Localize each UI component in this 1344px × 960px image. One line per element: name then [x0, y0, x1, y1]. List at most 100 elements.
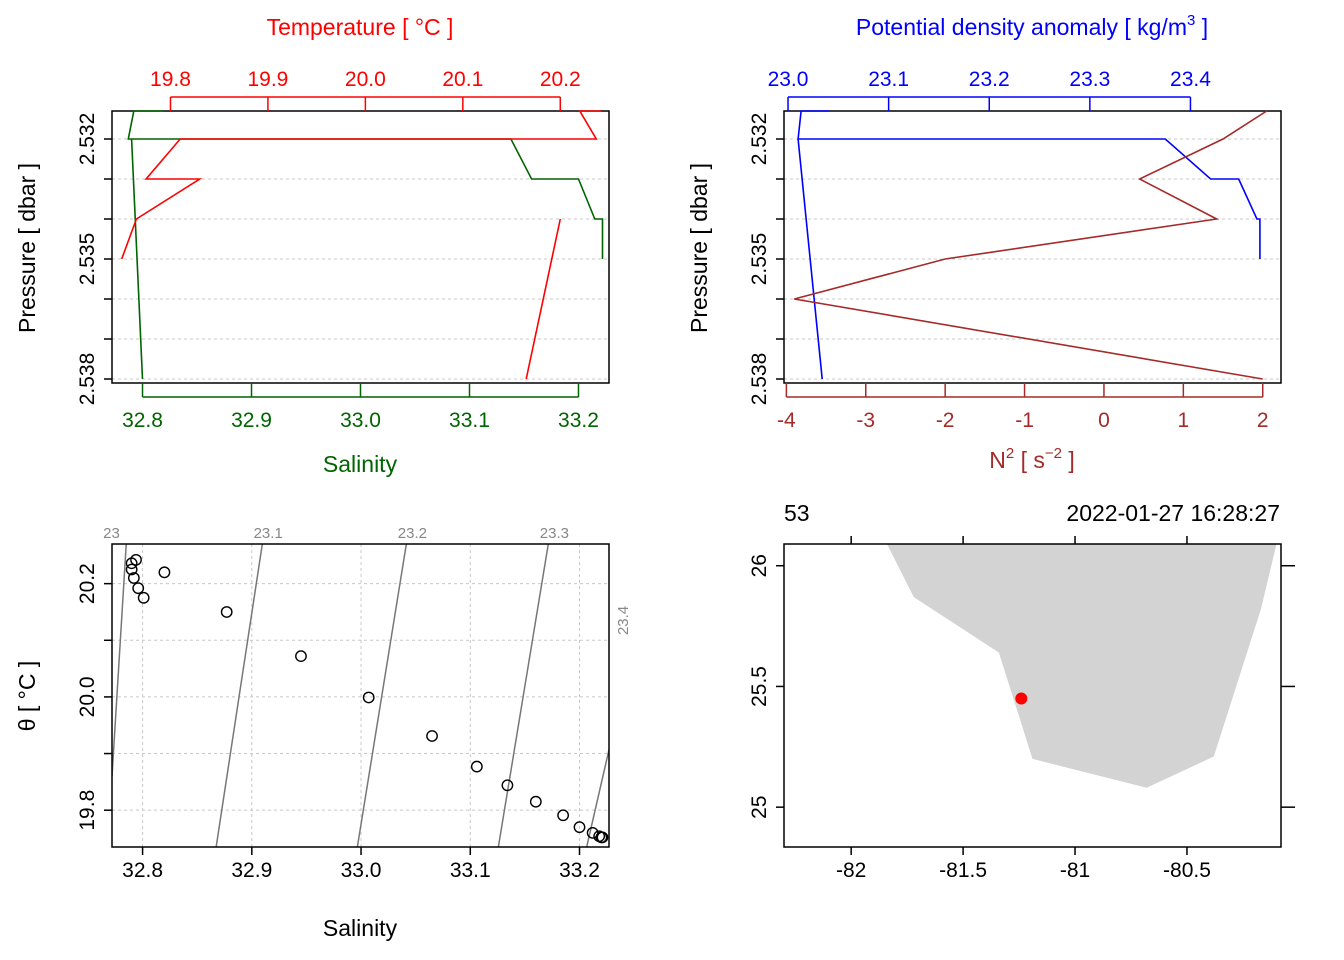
bottom-axis-tick-label: 32.8	[122, 409, 163, 432]
x-tick-label: 33.0	[341, 859, 382, 882]
temperature-axis-title: Temperature [ °C ]	[267, 14, 454, 40]
top-axis-tick-label: 20.0	[345, 68, 386, 91]
y-tick-label: 2.538	[748, 353, 771, 406]
isopycnal-line	[585, 746, 609, 847]
ts-data-point	[573, 821, 586, 834]
ts-data-point	[295, 650, 307, 663]
bottom-axis-tick-label: 1	[1178, 409, 1190, 432]
ts-data-point	[220, 606, 233, 618]
lon-tick-label: -81.5	[939, 859, 987, 882]
ts-data-point	[426, 730, 438, 742]
isopycnal-lines	[112, 544, 609, 847]
top-axis-tick-label: 20.2	[540, 68, 581, 91]
salinity-deep-line	[130, 138, 144, 380]
density-profile-line	[797, 110, 1261, 259]
lon-tick-label: -81	[1060, 859, 1090, 882]
x-tick-label: 33.2	[559, 859, 600, 882]
n2-axis-title-sup2: −2	[1045, 445, 1062, 462]
density-axis-title-sup: 3	[1187, 12, 1195, 29]
temperature-deep-line	[525, 218, 562, 380]
profile-density-n2-panel: 2.532 2.535 2.538 23.0 23.1 23.2 23.3 23.4 -4 -3 -…	[748, 68, 1282, 432]
map-timestamp: 2022-01-27 16:28:27	[1066, 500, 1280, 526]
top-axis-tick-label: 19.9	[247, 68, 288, 91]
isopycnal-label: 23.1	[254, 525, 283, 542]
isopycnal-line	[497, 544, 550, 847]
y-tick-label: 19.8	[76, 790, 99, 831]
isopycnal-line	[356, 544, 408, 847]
pressure-axis-title-right: Pressure [ dbar ]	[686, 163, 712, 333]
top-axis-tick-label: 23.3	[1069, 68, 1110, 91]
density-axis-title-end: ]	[1195, 14, 1208, 40]
ts-data-point	[137, 591, 150, 604]
density-axis-title-main: Potential density anomaly [ kg/m	[856, 14, 1187, 40]
lon-tick-label: -80.5	[1163, 859, 1211, 882]
station-map-panel: -82 -81.5 -81 -80.5 25 25.5 26	[748, 536, 1295, 882]
y-tick-label: 2.535	[748, 233, 771, 286]
top-axis-tick-label: 23.2	[969, 68, 1010, 91]
plot-frame	[783, 543, 1282, 848]
pressure-axis-title-left: Pressure [ dbar ]	[14, 163, 40, 333]
y-tick-label: 20.2	[76, 563, 99, 604]
x-tick-label: 32.8	[122, 859, 163, 882]
n2-axis-title-mid: [ s	[1014, 447, 1045, 473]
ts-diagram-panel: 23 23.1 23.2 23.3 23.4 32.8 32.9 33.0 33.1 33.2 19…	[76, 525, 632, 882]
bottom-axis-tick-label: -4	[777, 409, 796, 432]
lat-tick-label: 25.5	[748, 666, 771, 707]
isopycnal-label: 23	[103, 525, 120, 542]
bottom-axis-tick-label: 32.9	[231, 409, 272, 432]
y-tick-label: 2.538	[76, 353, 99, 406]
ts-data-point	[125, 563, 138, 576]
ts-data-point	[132, 582, 145, 595]
map-station-label: 53	[784, 500, 810, 526]
isopycnal-label: 23.3	[540, 525, 569, 542]
bottom-axis-tick-label: 2	[1257, 409, 1269, 432]
n2-profile-line	[794, 110, 1268, 380]
land-polygon	[887, 544, 1277, 788]
x-tick-label: 32.9	[231, 859, 272, 882]
land-layer	[887, 544, 1277, 788]
isopycnal-line	[112, 544, 128, 777]
x-tick-label: 33.1	[450, 859, 491, 882]
ts-data-point	[529, 795, 542, 808]
density-deep-line	[797, 138, 823, 380]
bottom-axis-tick-label: 33.0	[340, 409, 381, 432]
ts-theta-axis-title: θ [ °C ]	[14, 661, 40, 732]
top-axis-tick-label: 23.0	[768, 68, 809, 91]
bottom-axis-tick-label: 33.2	[558, 409, 599, 432]
salinity-axis-title: Salinity	[323, 451, 398, 477]
bottom-axis-tick-label: -3	[856, 409, 875, 432]
ts-data-point	[362, 691, 375, 704]
top-axis-tick-label: 19.8	[150, 68, 191, 91]
top-axis-tick-label: 23.1	[868, 68, 909, 91]
y-tick-label: 2.532	[76, 113, 99, 166]
density-axis-title: Potential density anomaly [ kg/m3 ]	[856, 12, 1208, 40]
plot-frame	[783, 110, 1282, 384]
lat-tick-label: 26	[748, 554, 771, 577]
bottom-axis-tick-label: 33.1	[449, 409, 490, 432]
top-axis-tick-label: 20.1	[442, 68, 483, 91]
ts-salinity-axis-title: Salinity	[323, 915, 398, 941]
ts-data-point	[158, 566, 171, 579]
n2-axis-title: N2 [ s−2 ]	[989, 445, 1075, 473]
bottom-axis-tick-label: -2	[936, 409, 955, 432]
n2-axis-title-end: ]	[1062, 447, 1075, 473]
y-tick-label: 20.0	[76, 676, 99, 717]
n2-axis-title-sup1: 2	[1006, 445, 1014, 462]
ts-data-point	[125, 557, 138, 570]
top-axis-tick-label: 23.4	[1170, 68, 1211, 91]
n2-axis-title-main: N	[989, 447, 1006, 473]
ts-data-point	[501, 779, 514, 792]
y-tick-label: 2.535	[76, 233, 99, 286]
ts-data-point	[470, 760, 483, 773]
station-marker	[1015, 692, 1028, 705]
plot-frame	[111, 543, 610, 848]
isopycnal-label: 23.2	[398, 525, 427, 542]
profile-temperature-salinity-panel: 2.532 2.535 2.538 19.8 19.9 20.0 20.1 20.2 32.8 3…	[76, 68, 610, 432]
bottom-axis-tick-label: -1	[1015, 409, 1034, 432]
bottom-axis-tick-label: 0	[1098, 409, 1110, 432]
isopycnal-label: 23.4	[615, 606, 632, 635]
ts-data-point	[596, 831, 609, 844]
ts-data-point	[127, 572, 140, 584]
lat-tick-label: 25	[748, 795, 771, 818]
